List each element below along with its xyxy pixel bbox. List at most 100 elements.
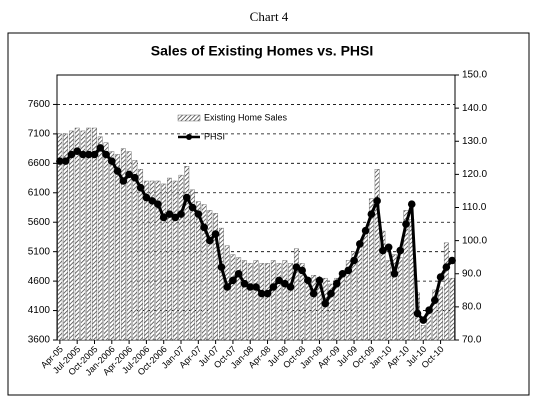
line-marker xyxy=(61,157,70,165)
line-marker xyxy=(436,273,445,281)
bar xyxy=(57,133,63,341)
line-marker xyxy=(431,296,439,305)
line-marker xyxy=(102,150,110,159)
bar xyxy=(293,248,299,341)
line-marker xyxy=(246,283,255,291)
bar xyxy=(190,189,195,341)
line-marker xyxy=(67,150,76,159)
line-marker xyxy=(159,213,168,222)
line-marker xyxy=(448,256,456,265)
line-marker xyxy=(425,306,433,314)
bar xyxy=(449,277,455,341)
line-marker xyxy=(327,289,335,298)
bar xyxy=(403,210,409,341)
y-tick-label: 6100 xyxy=(28,187,51,198)
line-marker xyxy=(194,210,203,218)
line-marker xyxy=(79,150,87,159)
bar xyxy=(149,180,155,341)
bar xyxy=(92,127,97,341)
bar xyxy=(172,180,178,341)
line-marker xyxy=(344,266,353,275)
line-marker xyxy=(356,240,364,248)
bar xyxy=(443,242,449,341)
line-marker xyxy=(281,279,289,288)
line-marker xyxy=(125,170,133,179)
bar xyxy=(201,204,207,341)
y2-tick-label: 150.0 xyxy=(462,70,487,81)
bar xyxy=(138,169,144,341)
line-marker xyxy=(131,173,139,182)
bar xyxy=(178,174,184,341)
bar xyxy=(63,133,69,341)
bar xyxy=(97,136,103,341)
y-tick-label: 7600 xyxy=(28,99,51,110)
y-tick-label: 7100 xyxy=(28,129,51,140)
line-marker xyxy=(217,263,226,271)
y2-tick-label: 70.0 xyxy=(462,335,482,346)
legend-label: Existing Home Sales xyxy=(204,112,288,122)
line-marker xyxy=(373,197,381,205)
bar xyxy=(184,166,190,341)
line-marker xyxy=(154,200,162,208)
bar xyxy=(230,254,236,341)
bar xyxy=(328,283,334,341)
line-marker xyxy=(419,316,428,324)
line-marker xyxy=(73,147,81,155)
line-marker xyxy=(292,263,301,271)
y2-tick-label: 110.0 xyxy=(462,202,487,213)
y2-tick-label: 80.0 xyxy=(462,302,482,313)
line-marker xyxy=(257,289,266,298)
line-marker xyxy=(350,256,358,265)
bar xyxy=(218,227,224,341)
chart-title: Sales of Existing Homes vs. PHSI xyxy=(151,43,374,59)
bar xyxy=(247,263,253,341)
bar xyxy=(363,227,368,341)
bar xyxy=(357,245,363,341)
line-marker xyxy=(165,210,174,218)
bar xyxy=(420,325,426,341)
y2-tick-label: 130.0 xyxy=(462,136,487,147)
line-marker xyxy=(298,266,306,275)
bar xyxy=(397,257,403,341)
bar xyxy=(270,260,276,341)
line-marker xyxy=(286,283,295,291)
line-marker xyxy=(413,309,422,318)
bar xyxy=(236,257,242,341)
line-marker xyxy=(304,276,312,285)
line-marker xyxy=(332,279,341,288)
bar xyxy=(265,263,270,341)
bar xyxy=(167,177,172,341)
bar xyxy=(155,180,161,341)
line-marker xyxy=(223,283,231,291)
line-marker xyxy=(240,279,249,288)
line-marker xyxy=(402,220,410,228)
bar xyxy=(242,260,247,341)
bar xyxy=(207,210,213,341)
bar xyxy=(74,127,80,341)
bar xyxy=(86,127,92,341)
bar xyxy=(340,272,345,341)
bar xyxy=(126,151,132,341)
bar xyxy=(80,130,86,341)
bar xyxy=(115,154,120,341)
bar xyxy=(120,148,126,341)
bar xyxy=(224,245,230,341)
line-marker xyxy=(142,193,151,202)
bar xyxy=(322,277,328,341)
line-marker xyxy=(206,236,214,245)
line-marker xyxy=(96,144,105,152)
line-marker xyxy=(315,276,324,285)
bar xyxy=(305,283,311,341)
y2-tick-label: 90.0 xyxy=(462,268,482,279)
y-tick-label: 4600 xyxy=(28,276,51,287)
bar xyxy=(311,275,317,341)
y-tick-label: 4100 xyxy=(28,305,51,316)
line-marker xyxy=(338,269,347,278)
bar xyxy=(351,251,357,341)
line-marker xyxy=(263,289,272,298)
y-tick-label: 5600 xyxy=(28,217,51,228)
line-marker xyxy=(309,289,318,298)
line-marker xyxy=(379,246,387,255)
line-marker xyxy=(188,203,197,212)
line-marker xyxy=(84,150,93,159)
